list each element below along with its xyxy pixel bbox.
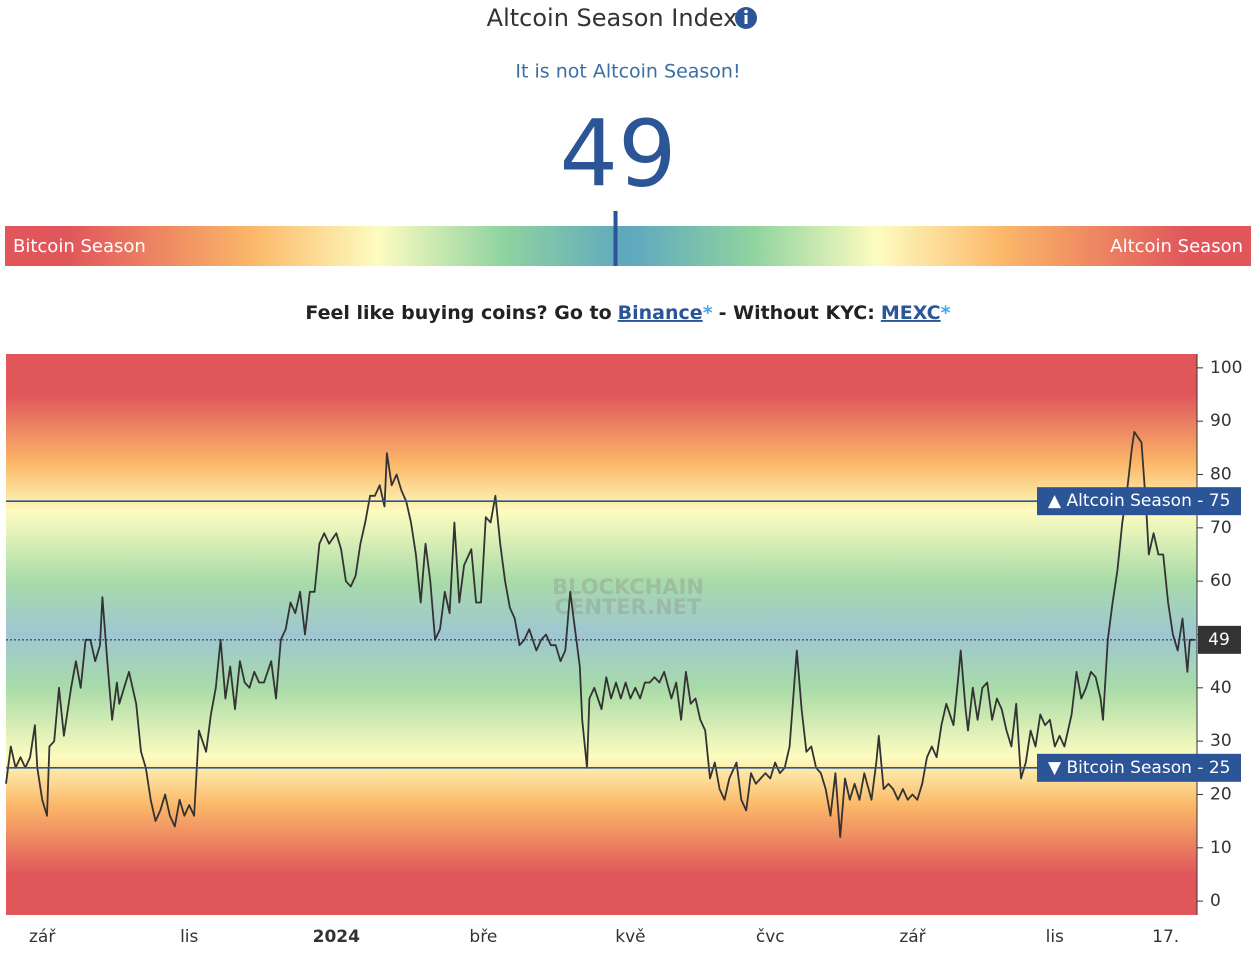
index-line bbox=[5, 431, 1195, 838]
promo-text: Feel like buying coins? Go to Binance* - W… bbox=[305, 302, 950, 324]
y-tick-label: 10 bbox=[1210, 838, 1232, 858]
y-tick-label: 20 bbox=[1210, 784, 1232, 804]
info-icon-stem[interactable] bbox=[744, 15, 748, 24]
info-icon[interactable] bbox=[735, 7, 757, 29]
watermark: CENTER.NET bbox=[555, 595, 702, 619]
x-tick-label: čvc bbox=[756, 927, 785, 947]
binance-star: * bbox=[703, 302, 713, 324]
info-icon-dot[interactable] bbox=[744, 9, 748, 14]
page-title: Altcoin Season Index bbox=[487, 4, 738, 32]
x-tick-label: zář bbox=[899, 927, 926, 947]
reference-label-box bbox=[1037, 753, 1241, 782]
y-tick-label: 90 bbox=[1210, 411, 1232, 431]
y-tick-label: 60 bbox=[1210, 571, 1232, 591]
x-tick-label: zář bbox=[29, 927, 56, 947]
y-tick-label: 40 bbox=[1210, 678, 1232, 698]
x-tick-label: 2024 bbox=[313, 927, 360, 947]
status-text: It is not Altcoin Season! bbox=[515, 61, 740, 83]
current-label-box bbox=[1198, 625, 1241, 654]
promo-lead: Feel like buying coins? Go to bbox=[305, 302, 611, 324]
x-tick-label: lis bbox=[1046, 927, 1064, 947]
x-tick-label: bře bbox=[469, 927, 497, 947]
y-tick-label: 100 bbox=[1210, 358, 1242, 378]
mexc-link[interactable]: MEXC bbox=[881, 302, 941, 324]
binance-link[interactable]: Binance bbox=[618, 302, 703, 324]
y-tick-label: 0 bbox=[1210, 891, 1221, 911]
mexc-star: * bbox=[941, 302, 951, 324]
y-tick-label: 70 bbox=[1210, 518, 1232, 538]
reference-label: ▲ Altcoin Season - 75 bbox=[1048, 491, 1230, 511]
x-tick-label: 17. bbox=[1152, 927, 1179, 947]
gauge-left-label: Bitcoin Season bbox=[13, 236, 146, 257]
promo-middle: - Without KYC: bbox=[719, 302, 875, 324]
reference-label-box bbox=[1037, 487, 1241, 516]
index-value: 49 bbox=[559, 100, 676, 207]
gauge-right-label: Altcoin Season bbox=[1110, 236, 1243, 257]
watermark: BLOCKCHAIN bbox=[552, 575, 704, 599]
plot-area bbox=[6, 354, 1197, 915]
x-tick-label: lis bbox=[180, 927, 198, 947]
x-tick-label: kvě bbox=[615, 927, 645, 947]
y-tick-label: 80 bbox=[1210, 465, 1232, 485]
gauge-bar bbox=[5, 226, 1251, 266]
reference-label: ▼ Bitcoin Season - 25 bbox=[1048, 758, 1230, 778]
current-label: 49 bbox=[1208, 630, 1230, 650]
y-tick-label: 30 bbox=[1210, 731, 1232, 751]
